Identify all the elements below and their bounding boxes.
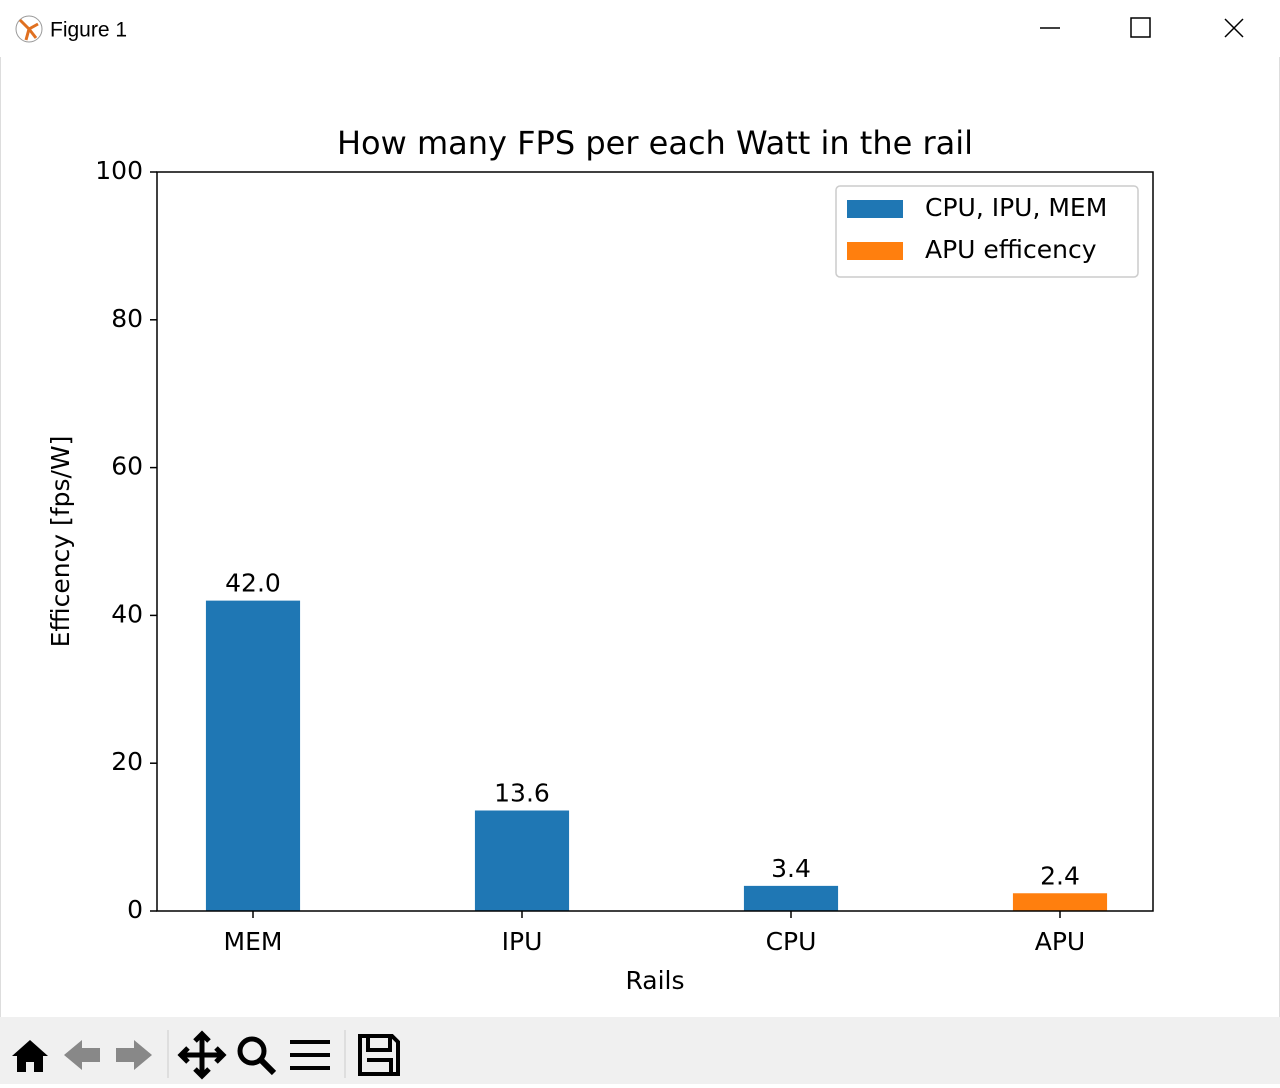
plot-frame — [156, 171, 1154, 912]
zoom-handle — [258, 1057, 277, 1076]
x-tick-label: APU — [1035, 927, 1085, 956]
chart-title: How many FPS per each Watt in the rail — [337, 124, 973, 162]
bar — [1012, 893, 1108, 911]
x-axis-label: Rails — [625, 966, 684, 995]
toolbar — [0, 1017, 1280, 1084]
legend-swatch — [847, 242, 903, 260]
legend-box — [835, 185, 1139, 278]
y-tick-label: 80 — [111, 304, 143, 333]
app-icon-detail — [18, 18, 39, 41]
window-title: Figure 1 — [50, 19, 127, 42]
configure-button[interactable] — [290, 1040, 330, 1070]
save-button[interactable] — [358, 1034, 400, 1076]
x-tick-label: CPU — [766, 927, 817, 956]
y-tick-label: 40 — [111, 599, 143, 628]
close-button[interactable] — [1224, 18, 1244, 38]
zoom-button[interactable] — [237, 1036, 267, 1066]
x-tick-label: MEM — [224, 927, 283, 956]
forward-button[interactable] — [116, 1040, 152, 1070]
maximize-button[interactable] — [1130, 17, 1151, 38]
data-label: 2.4 — [1040, 861, 1080, 890]
title-bar — [0, 0, 1280, 57]
legend-swatch — [847, 200, 903, 218]
bar — [205, 600, 301, 911]
y-tick-label: 0 — [127, 895, 143, 924]
x-tick-label: IPU — [502, 927, 543, 956]
y-axis-label: Efficency [fps/W] — [46, 436, 75, 648]
pan-button[interactable] — [177, 1030, 227, 1080]
y-tick-label: 100 — [95, 156, 143, 185]
bar — [474, 810, 570, 911]
back-button[interactable] — [64, 1040, 100, 1070]
chart: How many FPS per each Watt in the rail Ra… — [46, 124, 1154, 995]
home-button[interactable] — [12, 1040, 48, 1072]
legend-label: APU efficency — [925, 235, 1097, 264]
legend-label: CPU, IPU, MEM — [925, 193, 1107, 222]
y-tick-label: 20 — [111, 747, 143, 776]
data-label: 42.0 — [225, 569, 281, 598]
bar — [743, 885, 839, 911]
data-label: 3.4 — [771, 854, 811, 883]
y-tick-label: 60 — [111, 452, 143, 481]
data-label: 13.6 — [494, 778, 550, 807]
